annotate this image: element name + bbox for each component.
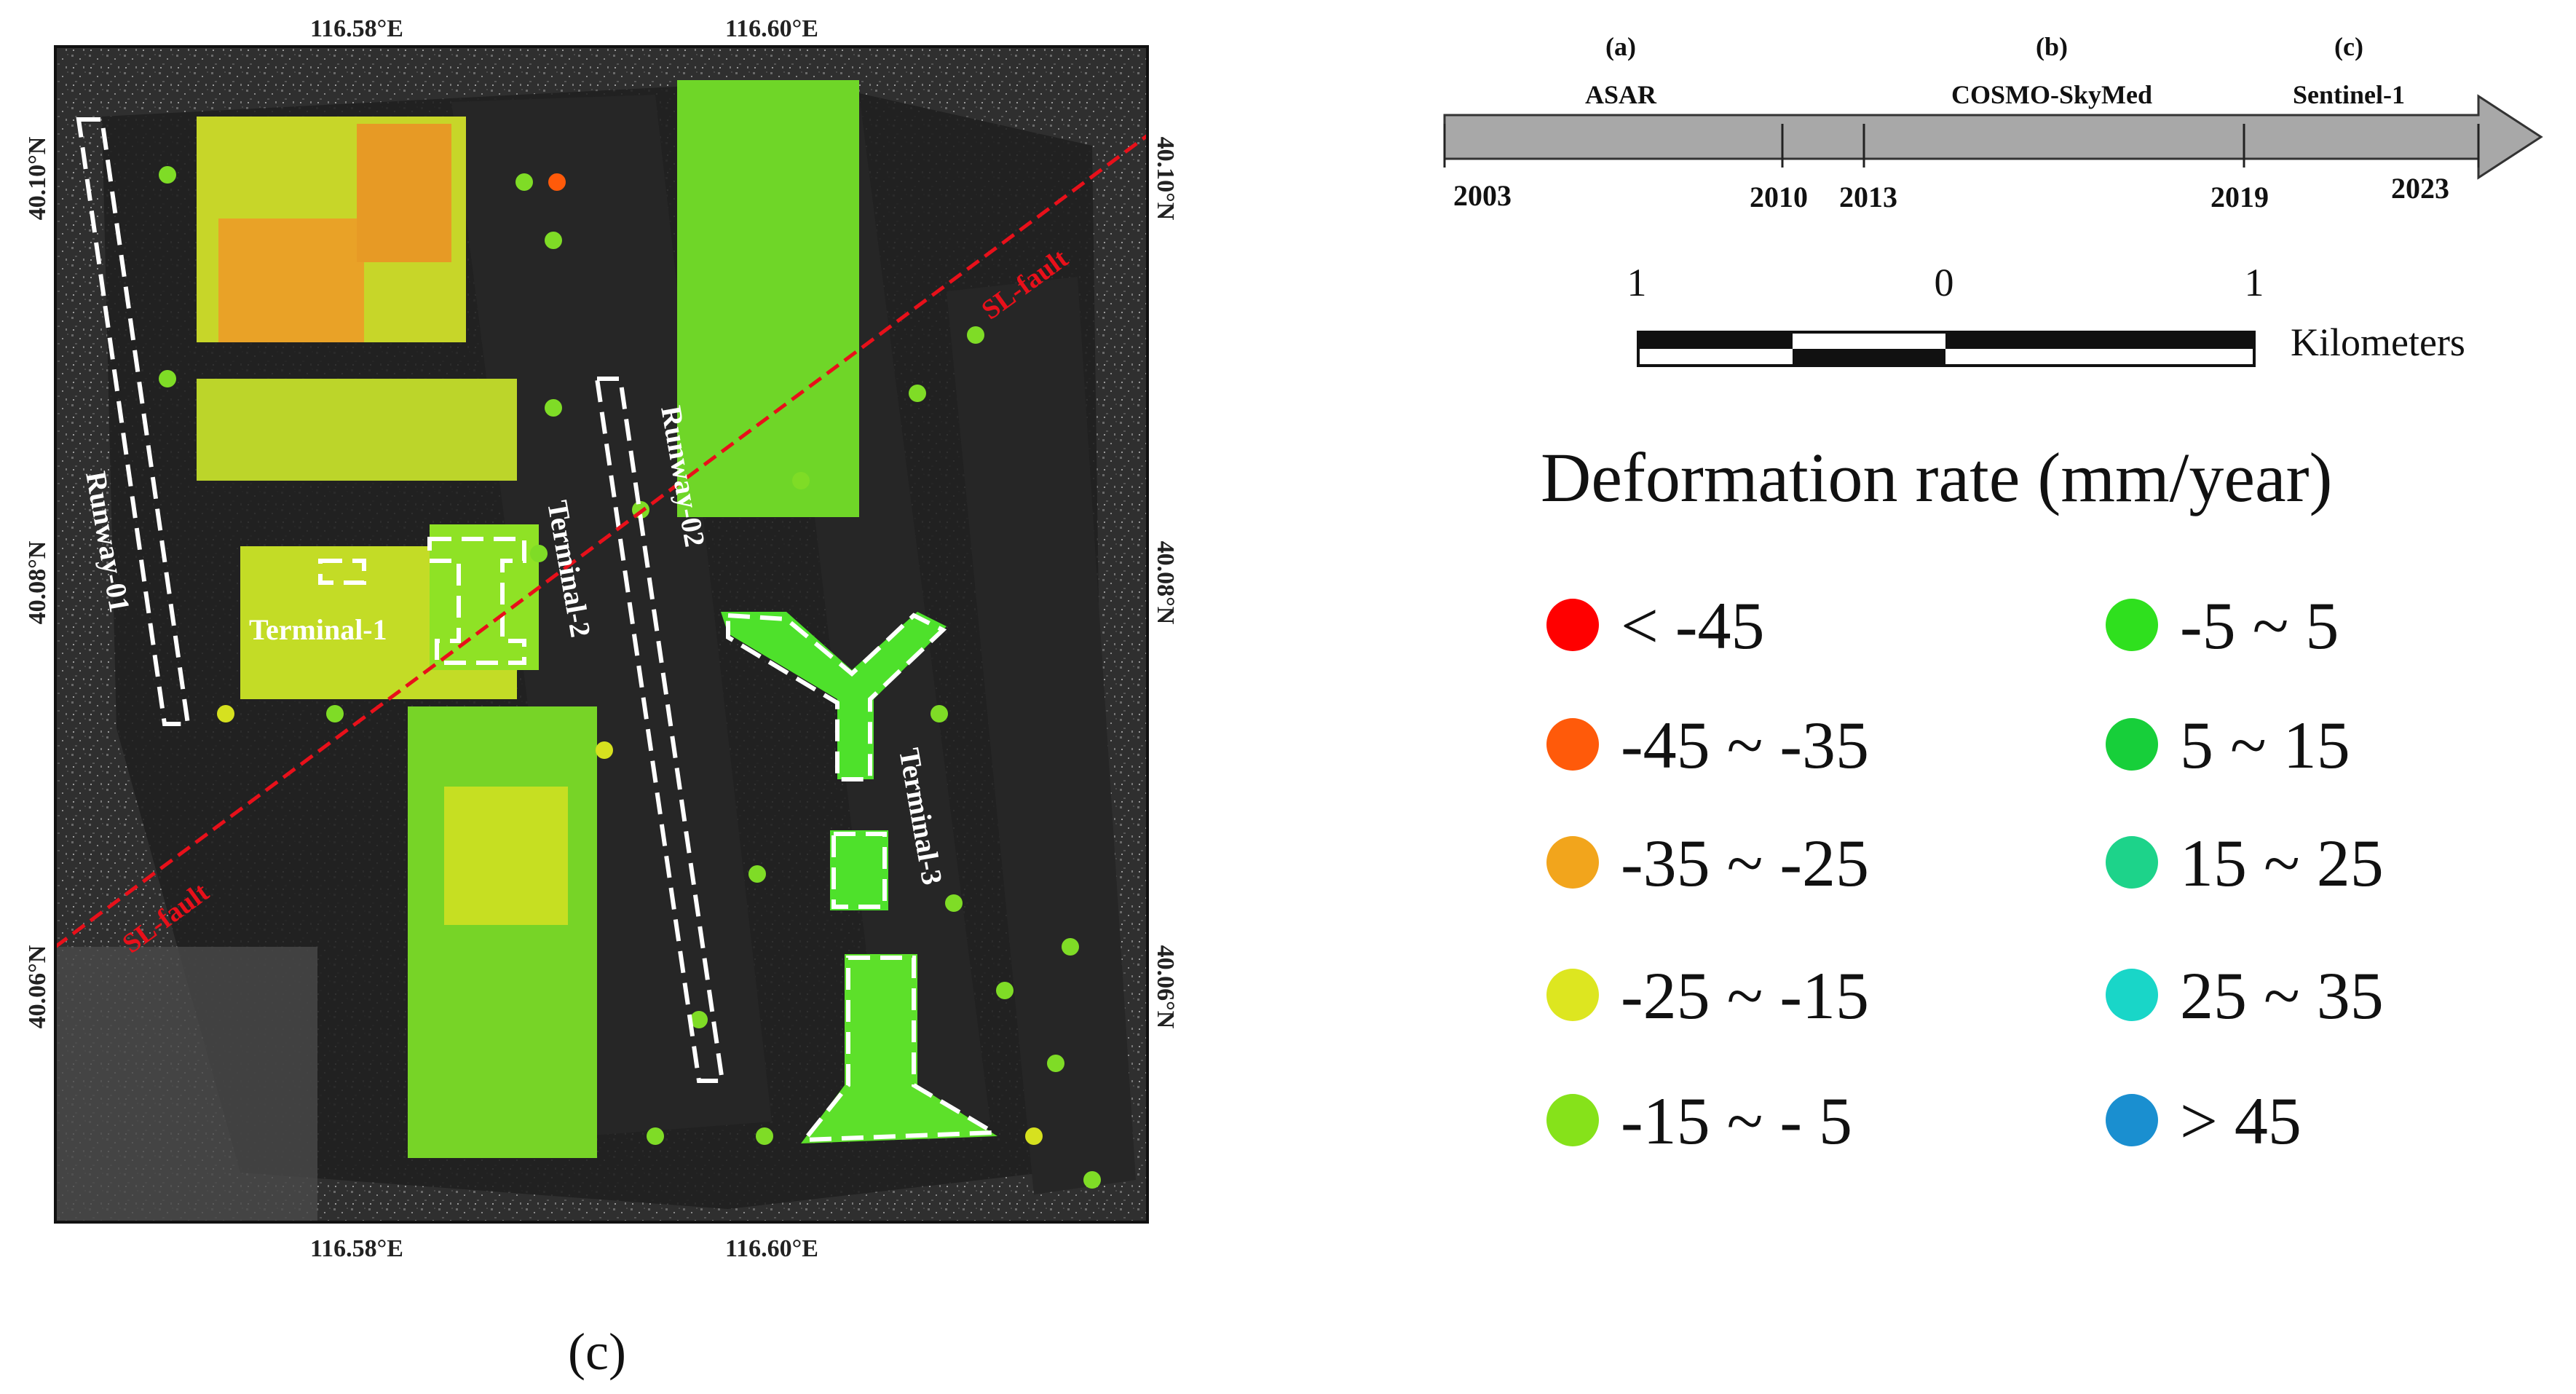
sensor-c-tag: (c) (2334, 32, 2363, 61)
sensor-a-name: ASAR (1585, 80, 1657, 109)
panel-label: (c) (568, 1323, 626, 1381)
legend-swatch-3 (1546, 836, 1599, 889)
legend-label-4: -25 ~ -15 (1621, 958, 1869, 1033)
timeline-arrow (1443, 94, 2543, 180)
cluster-terminal-3-mid (830, 830, 888, 910)
deformation-legend: Deformation rate (mm/year) < -45 -45 ~ -3… (1541, 438, 2384, 1158)
legend-label-5: -15 ~ - 5 (1621, 1084, 1852, 1158)
terminal-2-outline (427, 537, 526, 665)
cluster-nw-orange-2 (357, 124, 451, 262)
runway-01-outline (76, 117, 191, 726)
deformation-points (159, 80, 1101, 1189)
sensor-b-tag: (b) (2036, 32, 2068, 61)
lat-label-right-2: 40.08°N (1152, 541, 1179, 625)
sensor-b-name: COSMO-SkyMed (1951, 80, 2152, 109)
lon-label-top-2: 116.60°E (725, 15, 818, 42)
terminal-1-outline (318, 559, 366, 585)
lon-label-bottom-1: 116.58°E (310, 1235, 403, 1262)
sensor-timeline: (a) ASAR (b) COSMO-SkyMed (c) Sentinel-1… (1443, 32, 2543, 213)
deformation-map: Runway-01 Runway-02 Terminal-1 Terminal-… (24, 15, 1179, 1262)
legend-label-3: -35 ~ -25 (1621, 826, 1869, 900)
lat-label-left-3: 40.06°N (24, 945, 51, 1028)
sensor-c-name: Sentinel-1 (2293, 80, 2405, 109)
scale-tick-right: 1 (2245, 261, 2264, 304)
label-terminal-1: Terminal-1 (249, 613, 387, 646)
lat-label-left-1: 40.10°N (24, 136, 51, 220)
cluster-south (408, 706, 597, 1158)
legend-label-9: 25 ~ 35 (2180, 958, 2384, 1033)
legend-swatch-7 (2106, 718, 2158, 771)
scale-unit: Kilometers (2291, 320, 2465, 364)
legend-swatch-1 (1546, 599, 1599, 651)
lon-label-bottom-2: 116.60°E (725, 1235, 818, 1262)
year-2019: 2019 (2210, 181, 2269, 213)
scale-tick-left: 1 (1627, 261, 1647, 304)
urban-area (55, 947, 317, 1222)
year-2010: 2010 (1750, 181, 1808, 213)
runway-02-outline (594, 377, 725, 1083)
sensor-a-tag: (a) (1605, 32, 1636, 61)
legend-swatch-4 (1546, 969, 1599, 1021)
legend-label-1: < -45 (1621, 588, 1765, 663)
lat-label-right-1: 40.10°N (1152, 137, 1179, 221)
lat-label-right-3: 40.06°N (1152, 945, 1179, 1029)
cluster-terminal-2 (430, 524, 539, 670)
year-2013: 2013 (1839, 181, 1897, 213)
scale-bar: 1 0 1 Kilometers (1627, 261, 2465, 367)
legend-label-2: -45 ~ -35 (1621, 708, 1869, 782)
legend-label-10: > 45 (2180, 1084, 2302, 1158)
legend-label-6: -5 ~ 5 (2180, 588, 2339, 663)
legend-swatch-6 (2106, 599, 2158, 651)
sl-fault-line (54, 133, 1149, 949)
lon-label-top-1: 116.58°E (310, 15, 403, 42)
legend-title: Deformation rate (mm/year) (1541, 438, 2333, 516)
legend-swatch-8 (2106, 836, 2158, 889)
feature-outlines (76, 117, 1002, 1143)
lat-label-left-2: 40.08°N (24, 540, 51, 624)
cluster-south-yellow (444, 787, 568, 925)
legend-swatch-10 (2106, 1094, 2158, 1146)
cluster-nw-orange (218, 218, 364, 342)
legend-label-8: 15 ~ 25 (2180, 826, 2384, 900)
terminal-3-lower-outline (799, 956, 1002, 1143)
legend-swatch-9 (2106, 969, 2158, 1021)
cluster-nw-lower (197, 379, 517, 481)
legend-swatch-2 (1546, 718, 1599, 771)
cluster-ne (677, 80, 859, 517)
year-2023: 2023 (2391, 172, 2449, 205)
year-2003: 2003 (1453, 179, 1512, 212)
terminal-3-upper-outline (726, 613, 947, 781)
legend-label-7: 5 ~ 15 (2180, 708, 2350, 782)
cluster-terminal-3-upper (721, 612, 947, 779)
terminal-3-mid-outline (831, 832, 887, 909)
map-frame (54, 45, 1149, 1224)
legend-swatch-5 (1546, 1094, 1599, 1146)
scale-tick-middle: 0 (1935, 261, 1954, 304)
